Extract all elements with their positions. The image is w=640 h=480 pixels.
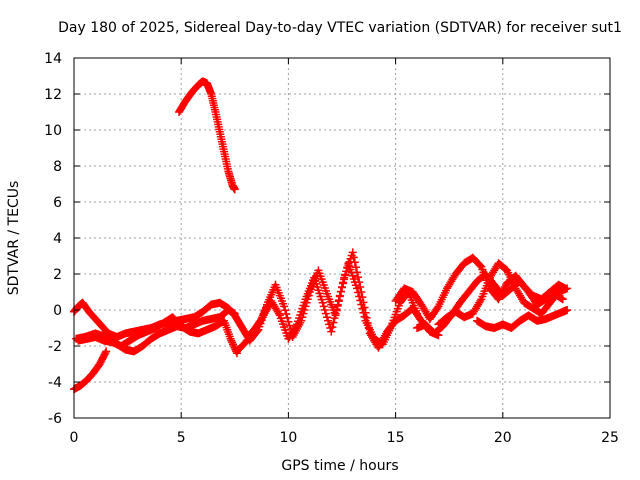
data-point — [301, 302, 310, 311]
y-axis-label: SDTVAR / TECUs — [6, 181, 22, 296]
data-points — [70, 77, 572, 394]
data-point — [303, 295, 312, 304]
data-point — [355, 278, 364, 287]
y-tick-label: 14 — [44, 51, 62, 67]
series-arc-11 — [473, 306, 572, 332]
data-point — [328, 323, 337, 332]
data-point — [350, 258, 359, 267]
data-point — [228, 338, 237, 347]
data-point — [229, 342, 238, 350]
x-tick-label: 20 — [494, 430, 512, 446]
data-point — [339, 278, 348, 287]
y-tick-label: -2 — [48, 339, 62, 355]
data-point — [304, 291, 313, 300]
data-point — [358, 293, 367, 302]
data-point — [362, 313, 371, 322]
data-point — [360, 303, 369, 312]
x-tick-label: 10 — [279, 430, 297, 446]
axis-ticks: 0 5 10 15 20 25 -6 -4 -2 0 2 4 6 8 10 12 14 — [44, 51, 619, 446]
data-point — [329, 318, 338, 327]
data-point — [228, 340, 237, 349]
data-point — [338, 283, 346, 292]
data-point — [226, 334, 235, 343]
data-point — [230, 309, 239, 318]
x-axis-label: GPS time / hours — [281, 458, 398, 474]
data-point — [354, 273, 363, 282]
y-tick-label: -4 — [48, 375, 62, 391]
data-point — [282, 310, 291, 319]
data-point — [333, 301, 342, 310]
data-point — [302, 298, 311, 307]
data-point — [563, 306, 572, 314]
y-tick-label: -6 — [48, 411, 62, 427]
data-point — [322, 313, 331, 322]
data-point — [297, 316, 306, 325]
data-point — [324, 316, 333, 325]
y-tick-label: 12 — [44, 87, 62, 103]
y-tick-label: 6 — [53, 195, 62, 211]
data-point — [353, 268, 362, 277]
data-point — [357, 288, 366, 296]
data-point — [230, 185, 239, 194]
data-point — [327, 327, 336, 336]
data-point — [284, 317, 293, 326]
data-point — [253, 327, 262, 336]
data-point — [348, 248, 357, 257]
data-point — [283, 313, 292, 322]
series-arc-4 — [74, 313, 241, 358]
data-point — [332, 306, 341, 315]
y-tick-label: 10 — [44, 123, 62, 139]
data-point — [285, 321, 294, 330]
x-tick-label: 25 — [601, 430, 619, 446]
data-point — [563, 284, 572, 293]
data-point — [321, 309, 330, 318]
data-point — [280, 302, 289, 311]
data-point — [363, 319, 372, 328]
series-arc-9 — [413, 270, 567, 338]
data-point — [319, 302, 328, 311]
data-point — [359, 298, 368, 307]
data-point — [349, 253, 358, 262]
data-point — [274, 309, 283, 318]
y-tick-label: 0 — [53, 303, 62, 319]
x-tick-label: 5 — [177, 430, 186, 446]
series-arc-10 — [434, 259, 572, 329]
y-tick-label: 2 — [53, 267, 62, 283]
y-tick-label: 8 — [53, 159, 62, 175]
data-point — [334, 297, 343, 306]
series-arc-6 — [232, 259, 422, 356]
data-point — [318, 298, 327, 307]
x-tick-label: 0 — [70, 430, 79, 446]
data-point — [331, 311, 340, 320]
series-arc-7 — [245, 248, 443, 352]
data-point — [299, 309, 308, 318]
data-point — [102, 347, 111, 356]
data-point — [227, 336, 236, 345]
y-tick-label: 4 — [53, 231, 62, 247]
data-point — [320, 306, 329, 314]
data-point — [281, 306, 290, 315]
data-point — [356, 283, 365, 292]
data-point — [298, 313, 307, 322]
data-point — [300, 306, 309, 314]
data-point — [364, 324, 373, 333]
data-point — [351, 263, 360, 272]
grid — [74, 58, 610, 418]
x-tick-label: 15 — [387, 430, 405, 446]
data-point — [335, 292, 344, 301]
series-arc-1 — [70, 347, 111, 394]
data-point — [336, 287, 345, 296]
data-point — [476, 297, 485, 305]
series-arc-5 — [175, 77, 239, 194]
data-point — [558, 295, 567, 304]
data-point — [361, 308, 370, 317]
data-point — [101, 348, 110, 357]
chart-title: Day 180 of 2025, Sidereal Day-to-day VTE… — [58, 20, 622, 36]
